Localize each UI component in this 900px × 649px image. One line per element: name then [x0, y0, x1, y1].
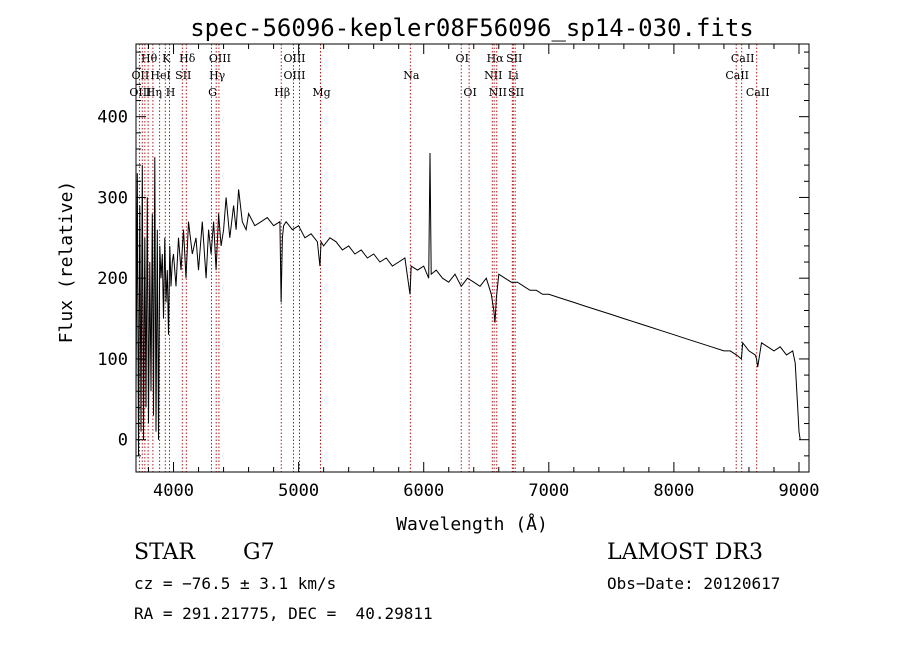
line-label: OII: [132, 69, 150, 82]
line-label: SII: [506, 52, 522, 65]
y-tick-label: 0: [118, 431, 128, 451]
chart-title: spec-56096-kepler08F56096_sp14-030.fits: [190, 14, 754, 42]
line-label: Hα: [487, 52, 505, 65]
line-label: CaII: [725, 69, 749, 82]
emission-line-markers: [138, 44, 758, 472]
line-label: Li: [508, 69, 519, 82]
x-axis-label: Wavelength (Å): [396, 513, 548, 535]
line-label: Hβ: [274, 86, 290, 99]
y-axis-label: Flux (relative): [56, 181, 77, 344]
x-tick-label: 5000: [278, 481, 319, 501]
y-tick-label: 100: [97, 350, 128, 370]
observation-date: Obs−Date: 20120617: [607, 574, 781, 593]
line-label: Hθ: [141, 52, 158, 65]
line-label: SII: [508, 86, 524, 99]
x-tick-label: 9000: [779, 481, 820, 501]
spectrum-line: [135, 152, 801, 456]
y-tick-label: 200: [97, 269, 128, 289]
line-label: SII: [175, 69, 191, 82]
axis-ticks: 4000 5000 6000 7000 8000 9000 0 100 200 300 400: [97, 44, 819, 501]
line-label: OIII: [129, 86, 151, 99]
line-label: OI: [456, 52, 469, 65]
line-label: Na: [403, 69, 420, 82]
x-tick-label: 4000: [153, 481, 194, 501]
plot-frame: [135, 43, 810, 473]
line-label: CaII: [746, 86, 770, 99]
line-label: G: [208, 86, 217, 99]
x-tick-label: 6000: [403, 481, 444, 501]
x-tick-label: 7000: [528, 481, 569, 501]
line-label: HeI: [150, 69, 170, 82]
coordinates: RA = 291.21775, DEC = 40.29811: [134, 604, 433, 623]
y-tick-label: 300: [97, 188, 128, 208]
object-class: STAR: [134, 540, 195, 565]
line-label: OI: [463, 86, 476, 99]
line-label: Hη: [146, 86, 162, 99]
redshift-cz: cz = −76.5 ± 3.1 km/s: [134, 574, 337, 593]
line-label: Hγ: [209, 69, 226, 82]
object-subclass: G7: [243, 540, 275, 565]
plot-axes: [135, 43, 810, 473]
line-label: Hδ: [179, 52, 196, 65]
line-label: OIII: [209, 52, 231, 65]
line-label: K: [162, 52, 171, 65]
line-label: CaII: [731, 52, 755, 65]
survey-name: LAMOST DR3: [607, 540, 763, 565]
line-label: Mg: [312, 86, 330, 99]
y-tick-label: 400: [97, 108, 128, 128]
x-tick-label: 8000: [653, 481, 694, 501]
line-label: NII: [484, 69, 502, 82]
line-label: OIII: [283, 69, 305, 82]
line-label: NII: [489, 86, 507, 99]
line-label: H: [166, 86, 176, 99]
line-label: OIII: [283, 52, 305, 65]
